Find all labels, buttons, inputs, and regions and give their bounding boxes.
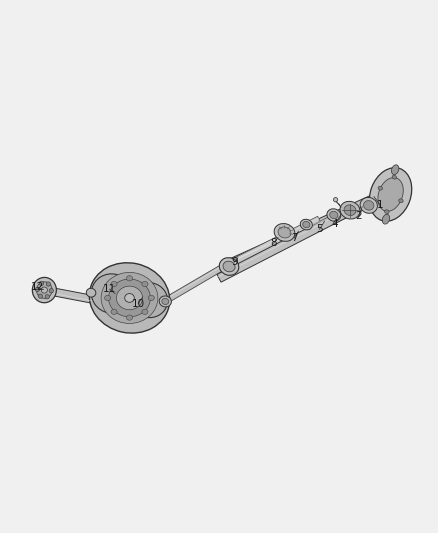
Ellipse shape <box>111 281 117 287</box>
Text: 11: 11 <box>103 284 117 294</box>
Ellipse shape <box>86 288 96 297</box>
Polygon shape <box>230 192 383 268</box>
Ellipse shape <box>105 295 111 301</box>
Ellipse shape <box>109 279 150 317</box>
Circle shape <box>45 295 49 299</box>
Polygon shape <box>235 216 321 265</box>
Ellipse shape <box>300 219 312 230</box>
Polygon shape <box>165 262 229 303</box>
Text: 5: 5 <box>316 224 323 235</box>
Ellipse shape <box>382 214 390 224</box>
Ellipse shape <box>162 298 169 304</box>
Text: 1: 1 <box>377 200 384 211</box>
Circle shape <box>333 198 338 202</box>
Text: 9: 9 <box>231 257 237 267</box>
Ellipse shape <box>327 209 341 221</box>
Ellipse shape <box>274 223 295 241</box>
Text: 2: 2 <box>355 211 362 221</box>
Ellipse shape <box>125 294 134 302</box>
Ellipse shape <box>392 165 399 175</box>
Text: 10: 10 <box>132 298 145 309</box>
Ellipse shape <box>378 177 403 211</box>
Circle shape <box>38 294 42 298</box>
Text: 7: 7 <box>291 233 297 243</box>
Circle shape <box>35 287 39 292</box>
Ellipse shape <box>360 197 378 213</box>
Ellipse shape <box>111 309 117 314</box>
Ellipse shape <box>117 286 143 310</box>
Ellipse shape <box>127 276 133 281</box>
Ellipse shape <box>278 227 291 238</box>
Circle shape <box>41 287 47 293</box>
Text: 12: 12 <box>31 282 44 293</box>
Circle shape <box>39 281 44 286</box>
Ellipse shape <box>378 187 382 190</box>
Ellipse shape <box>223 261 235 272</box>
Ellipse shape <box>148 295 154 301</box>
Polygon shape <box>217 209 348 282</box>
Ellipse shape <box>159 296 171 307</box>
Ellipse shape <box>392 175 396 179</box>
Ellipse shape <box>385 210 389 214</box>
Ellipse shape <box>142 309 148 314</box>
Ellipse shape <box>92 274 133 313</box>
Ellipse shape <box>127 315 133 320</box>
Circle shape <box>49 288 53 293</box>
Polygon shape <box>50 287 100 304</box>
Circle shape <box>46 282 50 286</box>
Ellipse shape <box>330 211 338 219</box>
Ellipse shape <box>142 281 148 287</box>
Ellipse shape <box>303 221 310 228</box>
Ellipse shape <box>344 205 356 215</box>
Ellipse shape <box>399 199 403 203</box>
Ellipse shape <box>32 277 57 303</box>
Polygon shape <box>344 196 382 216</box>
Ellipse shape <box>340 201 360 219</box>
Ellipse shape <box>364 200 374 210</box>
Text: 4: 4 <box>332 219 338 229</box>
Ellipse shape <box>219 257 239 276</box>
Ellipse shape <box>101 272 158 324</box>
Text: 8: 8 <box>270 238 277 248</box>
Ellipse shape <box>369 168 412 221</box>
Ellipse shape <box>36 282 52 298</box>
Ellipse shape <box>89 263 170 333</box>
Ellipse shape <box>131 282 168 318</box>
